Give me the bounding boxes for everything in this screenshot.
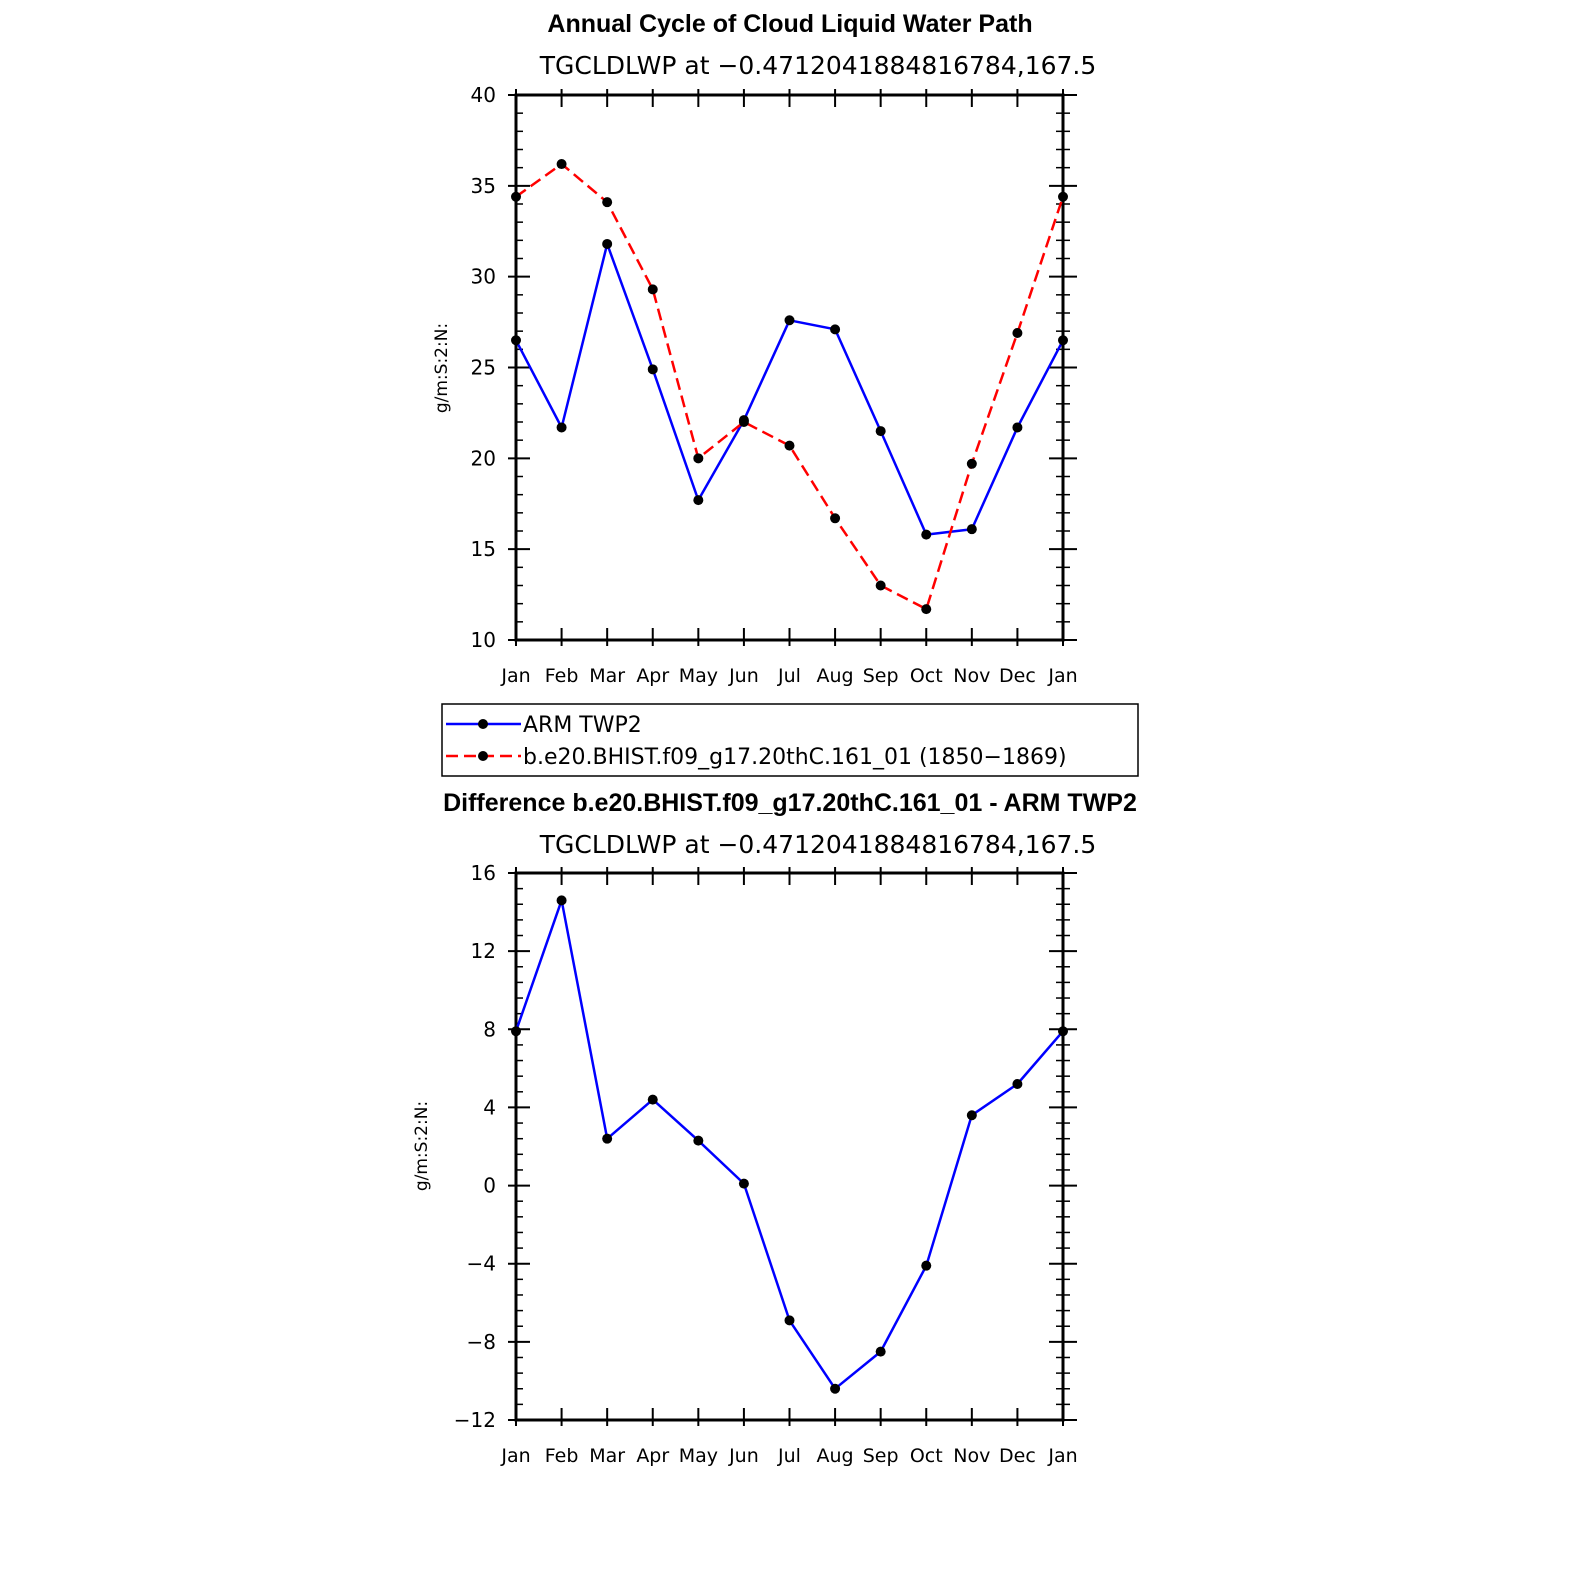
data-point [647,1094,658,1105]
data-point [784,1315,795,1326]
y-tick-label: 25 [471,356,496,380]
data-point [1012,422,1023,433]
legend-marker-model [478,751,488,761]
data-point [1058,335,1068,346]
data-point [1012,327,1023,338]
y-axis-label: g/m:S:2:N: [412,1101,432,1191]
legend-label-model: b.e20.BHIST.f09_g17.20thC.161_01 (1850−1… [523,745,1067,770]
x-tick-label: Jan [1047,1445,1077,1467]
y-tick-label: 16 [471,861,496,885]
data-point [647,364,658,375]
y-axis-label: g/m:S:2:N: [432,323,452,413]
x-tick-label: Aug [817,1445,854,1467]
x-tick-label: Oct [910,665,943,687]
data-point [1012,1078,1023,1089]
data-point [693,495,704,506]
legend-marker-arm [478,719,488,729]
x-tick-label: Nov [953,665,990,687]
x-tick-label: May [679,665,718,687]
plot-frame [514,93,1065,642]
legend-box [441,703,1139,777]
series-line-0 [514,242,1065,536]
y-tick-label: 30 [471,265,496,289]
data-point [602,197,613,208]
x-tick-label: Mar [589,1445,625,1467]
data-point [966,1110,977,1121]
data-point [966,458,977,469]
y-tick-label: 4 [483,1095,496,1119]
legend: ARM TWP2 b.e20.BHIST.f09_g17.20thC.161_0… [441,703,1139,777]
x-tick-label: Dec [999,1445,1036,1467]
y-tick-label: −4 [467,1252,496,1276]
chart-subtitle: TGCLDLWP at −0.4712041884816784,167.5 [539,51,1097,80]
data-point [647,284,658,295]
x-tick-label: Mar [589,665,625,687]
x-tick-label: Feb [545,665,579,687]
series-line-1 [515,162,1065,611]
y-tick-label: 40 [471,83,496,107]
data-point [784,315,795,326]
x-tick-label: Apr [636,1445,669,1467]
y-tick-label: 35 [471,174,496,198]
data-point [511,1026,521,1037]
data-point [1058,191,1068,202]
data-point [511,335,521,346]
x-tick-label: Sep [863,1445,899,1467]
x-tick-label: Jun [728,1445,759,1467]
x-tick-label: Aug [817,665,854,687]
x-tick-label: Jan [500,665,530,687]
x-tick-label: Apr [636,665,669,687]
y-tick-label: 20 [471,446,496,470]
x-tick-label: Feb [545,1445,579,1467]
x-tick-label: Jun [728,665,759,687]
y-tick-label: 8 [483,1017,496,1041]
data-point [830,324,841,335]
x-tick-label: Jul [777,1445,801,1467]
y-tick-label: 0 [483,1174,496,1198]
data-point [556,895,567,906]
data-point [966,524,977,535]
data-point [556,159,567,170]
x-tick-label: Oct [910,1445,943,1467]
y-tick-label: 15 [471,537,496,561]
data-point [875,426,886,437]
x-tick-label: May [679,1445,718,1467]
y-tick-label: −12 [454,1408,496,1432]
y-tick-label: −8 [467,1330,496,1354]
y-tick-label: 10 [471,628,496,652]
chart-title: Difference b.e20.BHIST.f09_g17.20thC.161… [443,789,1137,817]
data-point [921,529,932,540]
data-point [875,580,886,591]
x-tick-label: Sep [863,665,899,687]
data-point [602,1133,613,1144]
annual-cycle-panel: Annual Cycle of Cloud Liquid Water Path … [432,10,1096,687]
data-point [511,191,521,202]
data-point [556,422,567,433]
data-point [830,1383,841,1394]
data-point [921,604,932,615]
x-tick-label: Jan [500,1445,530,1467]
data-point [875,1346,886,1357]
chart-subtitle: TGCLDLWP at −0.4712041884816784,167.5 [539,830,1097,859]
x-tick-label: Nov [953,1445,990,1467]
data-point [602,238,613,249]
x-tick-label: Jul [777,665,801,687]
data-point [830,513,841,524]
data-point [738,417,749,427]
x-tick-label: Jan [1047,665,1077,687]
y-tick-label: 12 [471,939,496,963]
legend-label-arm: ARM TWP2 [523,713,642,738]
plot-frame [514,871,1065,1422]
difference-panel: Difference b.e20.BHIST.f09_g17.20thC.161… [412,789,1137,1467]
data-point [693,453,704,464]
data-point [784,440,795,451]
x-tick-label: Dec [999,665,1036,687]
chart-title: Annual Cycle of Cloud Liquid Water Path [547,10,1032,38]
data-point [693,1135,704,1146]
data-point [921,1260,932,1271]
data-point [1058,1026,1068,1037]
data-point [738,1178,749,1189]
